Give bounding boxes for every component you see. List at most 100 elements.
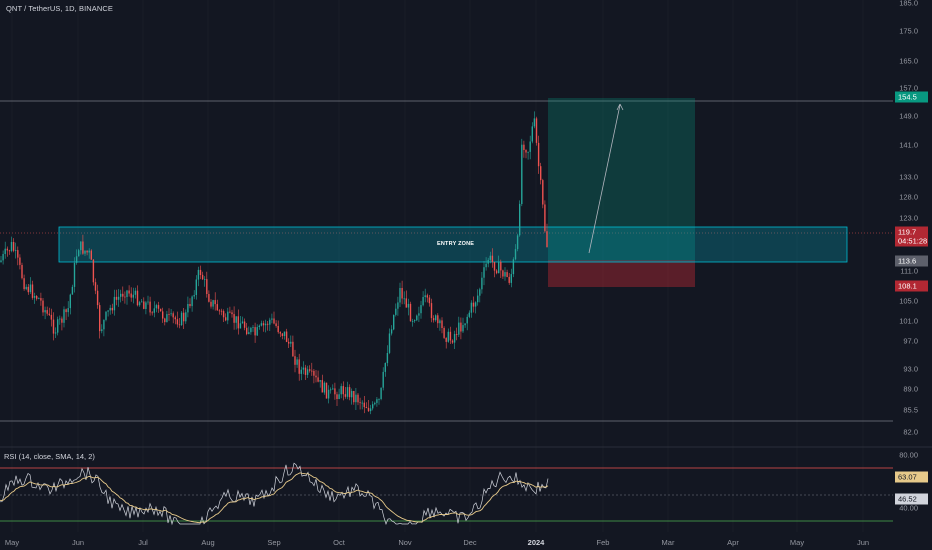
candle-body — [321, 380, 323, 393]
candle-body — [451, 340, 454, 343]
time-tick-label: Jun — [71, 538, 85, 547]
price-tick-label: 133.0 — [899, 172, 918, 182]
candle-body — [122, 293, 124, 297]
candle-body — [159, 308, 162, 312]
candle-body — [250, 327, 252, 333]
candle-body — [409, 303, 412, 322]
projection-arrow[interactable] — [588, 104, 621, 254]
candle-body — [327, 389, 330, 399]
candle-body — [23, 278, 25, 290]
time-tick-label: 2024 — [527, 538, 545, 547]
candle-body — [447, 331, 449, 342]
candle-body — [84, 250, 86, 254]
candle-body — [206, 279, 208, 294]
candle-body — [485, 263, 487, 268]
candle-body — [189, 304, 191, 307]
long-position-profit-zone[interactable] — [548, 98, 695, 260]
arrow-head — [616, 103, 624, 111]
price-tick-label: 149.0 — [899, 111, 918, 121]
stop-price-tag: 108.1 — [895, 280, 928, 292]
candle-body — [120, 293, 122, 297]
candle-body — [46, 310, 48, 314]
candle-body — [495, 270, 498, 274]
candle-body — [441, 320, 443, 328]
candle-body — [435, 315, 437, 321]
candle-body — [36, 296, 38, 299]
grid-lines — [11, 0, 864, 532]
candle-body — [80, 241, 82, 251]
candle-body — [439, 320, 441, 324]
candle-body — [73, 262, 76, 287]
rsi-indicator-title[interactable]: RSI (14, close, SMA, 14, 2) — [4, 452, 95, 461]
candle-body — [443, 328, 445, 338]
candle-body — [348, 387, 351, 398]
candle-body — [225, 317, 227, 321]
price-tick-label: 123.0 — [899, 213, 918, 223]
candle-body — [414, 320, 416, 322]
candle-body — [472, 302, 475, 307]
candle-body — [405, 298, 407, 308]
candle-body — [162, 311, 164, 319]
candle-body — [271, 318, 273, 320]
candle-body — [208, 294, 210, 302]
candle-body — [21, 265, 23, 279]
candle-body — [141, 301, 143, 303]
candle-body — [183, 312, 185, 322]
candle-body — [449, 331, 452, 341]
candle-body — [199, 269, 202, 275]
candle-body — [174, 317, 176, 320]
price-candles — [0, 111, 548, 415]
candle-body — [456, 334, 458, 335]
candle-body — [262, 323, 265, 326]
candle-body — [407, 303, 410, 308]
long-position-loss-zone[interactable] — [548, 260, 695, 287]
price-tick-label: 185.0 — [899, 0, 918, 8]
candle-body — [17, 250, 19, 258]
candle-body — [393, 315, 395, 330]
candle-body — [185, 312, 187, 322]
candle-body — [315, 375, 317, 378]
candle-body — [256, 327, 258, 336]
rsi-line[interactable] — [0, 462, 549, 526]
candle-body — [445, 337, 447, 342]
candle-body — [176, 319, 179, 325]
price-tick-label: 85.5 — [903, 405, 918, 415]
candle-body — [50, 314, 53, 320]
candle-body — [42, 300, 44, 313]
candle-body — [382, 371, 384, 388]
candle-body — [290, 341, 292, 344]
price-tick-label: 89.0 — [903, 384, 918, 394]
candle-body — [483, 267, 485, 278]
rsi-sma-line[interactable] — [0, 472, 549, 524]
candle-body — [325, 382, 328, 399]
candle-body — [361, 402, 363, 404]
candle-body — [235, 316, 237, 323]
candle-body — [491, 255, 494, 262]
candle-body — [237, 316, 239, 329]
price-tick-label: 165.0 — [899, 56, 918, 66]
price-tick-label: 97.0 — [903, 336, 918, 346]
candle-body — [25, 286, 27, 290]
candle-body — [59, 318, 61, 320]
candle-body — [111, 307, 113, 311]
candle-body — [525, 150, 527, 153]
symbol-title[interactable]: QNT / TetherUS, 1D, BINANCE — [6, 4, 114, 13]
candle-body — [117, 296, 120, 300]
candle-body — [113, 296, 116, 311]
candle-body — [214, 300, 216, 305]
candle-body — [101, 329, 103, 332]
candle-body — [193, 295, 195, 297]
candle-body — [86, 250, 88, 253]
candle-body — [292, 341, 294, 357]
candle-body — [302, 367, 305, 370]
candle-body — [233, 314, 235, 323]
candle-body — [458, 322, 460, 335]
candle-body — [533, 118, 536, 127]
candle-body — [342, 386, 344, 395]
candle-body — [63, 309, 65, 323]
candle-body — [401, 288, 403, 299]
entry-zone-box[interactable] — [58, 226, 848, 263]
candle-body — [346, 387, 349, 397]
candle-body — [149, 301, 151, 313]
